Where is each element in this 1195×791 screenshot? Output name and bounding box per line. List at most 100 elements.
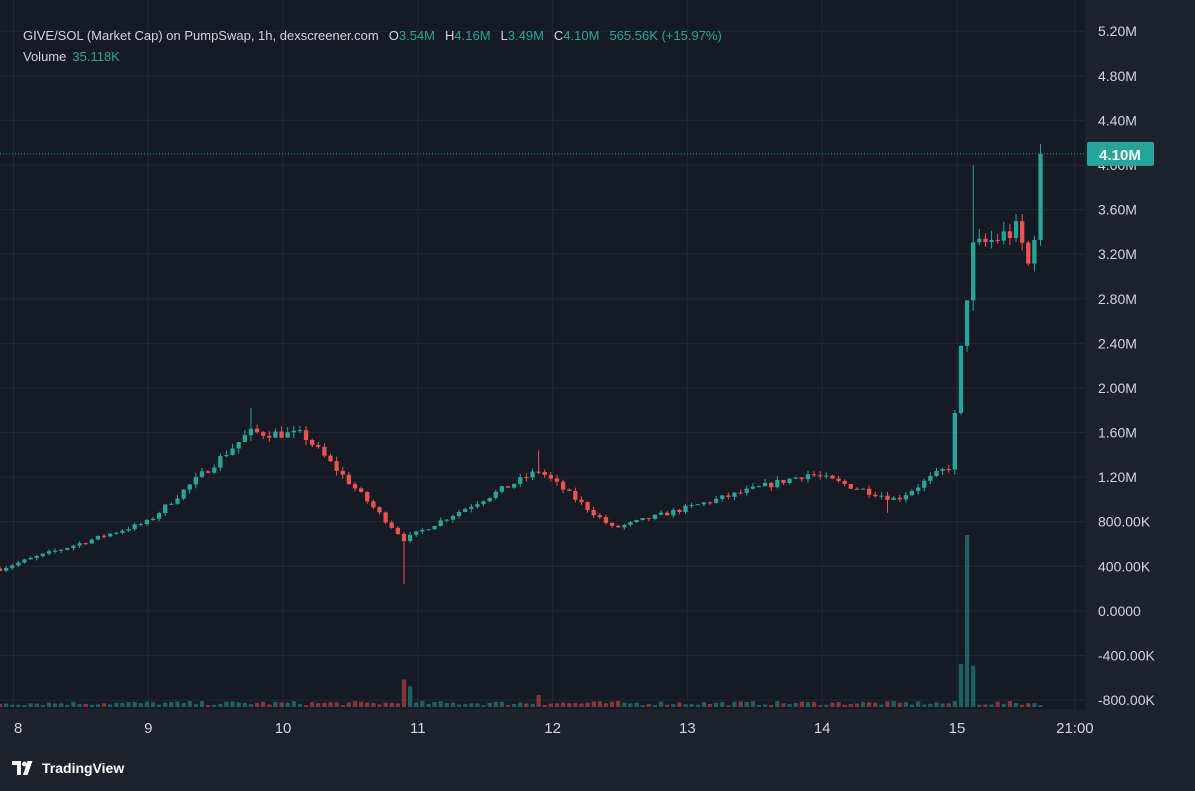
volume-bar	[713, 702, 719, 707]
volume-bar	[897, 702, 902, 707]
candle-body	[108, 533, 113, 537]
candle-body	[114, 532, 119, 534]
volume-bar	[499, 701, 505, 707]
volume-bar	[579, 703, 584, 707]
candle-body	[316, 444, 321, 447]
candle-body	[781, 479, 786, 483]
tradingview-branding[interactable]: TradingView	[12, 760, 124, 776]
candle-body	[658, 512, 664, 515]
volume-bar	[756, 704, 762, 707]
candle-body	[181, 489, 186, 499]
candle-body	[915, 487, 921, 491]
volume-bar	[475, 703, 480, 707]
tradingview-logo-icon	[12, 761, 33, 775]
volume-bar	[1026, 703, 1031, 707]
volume-bar	[328, 702, 333, 707]
candle-body	[848, 483, 853, 489]
candle-body	[297, 430, 303, 432]
candle-body	[940, 469, 945, 471]
volume-bar	[199, 701, 205, 707]
volume-bar	[95, 704, 101, 707]
candle-body	[793, 477, 798, 479]
volume-bar	[628, 703, 633, 707]
volume-bar	[132, 701, 137, 707]
candle-body	[897, 497, 902, 500]
candle-body	[799, 477, 804, 480]
candle-body	[811, 474, 817, 476]
volume-bar	[964, 535, 970, 707]
candle-body	[958, 345, 964, 413]
candle-body	[860, 488, 866, 490]
volume-bar	[401, 679, 407, 707]
volume-bar	[426, 703, 431, 707]
candle-body	[928, 475, 933, 481]
candle-body	[922, 480, 927, 488]
volume-bar	[463, 704, 468, 707]
volume-bar	[340, 705, 345, 707]
volume-bar	[928, 703, 933, 707]
volume-bar	[744, 701, 749, 707]
candle-body	[1007, 231, 1013, 239]
candle-body	[603, 517, 609, 523]
price-axis[interactable]: 5.20M4.80M4.40M4.00M3.60M3.20M2.80M2.40M…	[1098, 23, 1155, 708]
volume-bar	[762, 704, 768, 707]
volume-bar	[248, 704, 254, 707]
volume-bar	[701, 702, 707, 707]
volume-bar	[444, 702, 449, 707]
candle-body	[328, 455, 333, 462]
candle-body	[769, 482, 774, 488]
time-tick-label: 9	[144, 720, 152, 737]
candle-body	[989, 239, 994, 243]
candle-body	[1020, 221, 1025, 243]
volume-bar	[793, 703, 798, 707]
volume-bar	[395, 703, 400, 707]
candle-body	[22, 559, 27, 563]
volume-bar	[940, 703, 945, 707]
candle-body	[499, 486, 505, 492]
volume-bar	[775, 701, 780, 707]
volume-bar	[640, 705, 645, 707]
candle-body	[579, 499, 584, 503]
volume-bar	[432, 702, 437, 707]
time-axis[interactable]: 8 9 10 11 12 13 14 15 21:00	[14, 720, 1094, 737]
candle-body	[493, 491, 498, 498]
candle-body	[407, 534, 413, 542]
time-tick-label: 10	[275, 720, 292, 737]
volume-bar	[891, 700, 896, 707]
candle-body	[89, 539, 94, 544]
candle-body	[279, 431, 284, 438]
high-value: 4.16M	[454, 28, 491, 43]
candle-body	[567, 489, 572, 491]
candle-body	[456, 511, 462, 516]
candle-body	[352, 484, 358, 489]
volume-bar	[150, 702, 156, 707]
volume-label: Volume	[23, 49, 67, 64]
candle-body	[230, 448, 235, 456]
candle-body	[983, 238, 988, 243]
candle-body	[377, 507, 382, 513]
candle-body	[285, 432, 290, 438]
candle-body	[450, 515, 456, 520]
candle-body	[1032, 239, 1037, 264]
legend-row-ohlc: GIVE/SOL (Market Cap) on PumpSwap, 1h, d…	[23, 25, 722, 46]
volume-bar	[769, 705, 774, 707]
candle-body	[591, 509, 596, 516]
candle-body	[756, 486, 762, 488]
change-value: 565.56K (+15.97%)	[609, 28, 722, 43]
volume-bar	[983, 704, 988, 707]
candle-body	[909, 490, 915, 496]
volume-bar	[603, 703, 609, 707]
candle-body	[273, 431, 278, 438]
candle-body	[383, 512, 388, 523]
candle-body	[420, 529, 425, 532]
plot-area[interactable]	[0, 0, 1085, 709]
volume-bar	[254, 702, 260, 707]
candle-body	[640, 518, 645, 521]
time-tick-label: 14	[814, 720, 831, 737]
candle-body	[885, 495, 890, 500]
candle-body	[977, 238, 982, 243]
last-price-text: 4.10M	[1099, 147, 1141, 164]
candle-body	[40, 553, 45, 557]
volume-bar	[187, 701, 192, 707]
